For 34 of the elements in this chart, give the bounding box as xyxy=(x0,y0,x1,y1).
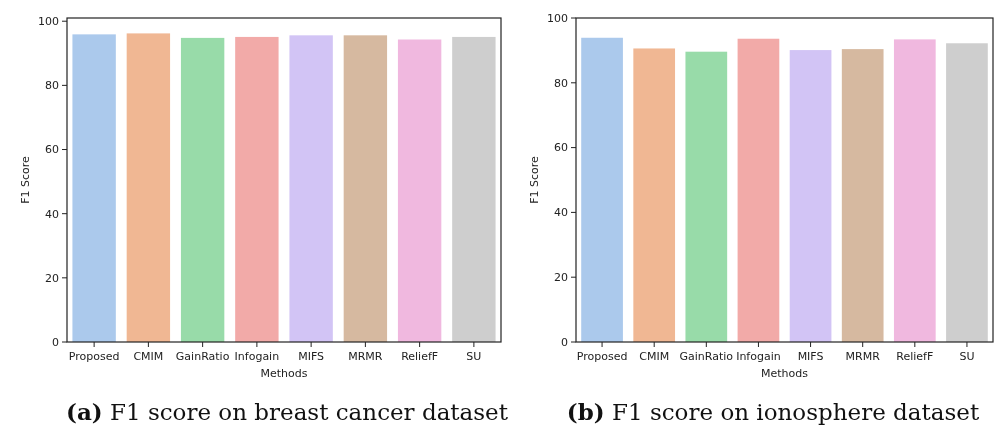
x-tick-label: MRMR xyxy=(845,350,881,363)
x-tick-label: Proposed xyxy=(68,350,120,363)
x-tick-label: ReliefF xyxy=(401,350,439,363)
y-tick-label: 20 xyxy=(45,271,59,285)
y-tick-label: 100 xyxy=(38,15,59,29)
x-tick-label: Infogain xyxy=(234,350,280,363)
text: (b) F1 score on ionosphere dataset xyxy=(566,398,980,425)
x-tick-label: GainRatio xyxy=(175,350,230,363)
y-tick-label: 80 xyxy=(554,76,568,90)
y-tick-label: 60 xyxy=(45,143,59,157)
x-tick-label: MIFS xyxy=(298,350,325,363)
y-tick-label: 0 xyxy=(561,335,568,349)
x-tick-label: SU xyxy=(959,350,975,363)
x-tick-label: GainRatio xyxy=(679,350,734,363)
y-tick-label: 40 xyxy=(554,206,568,220)
x-tick-label: Proposed xyxy=(576,350,628,363)
x-tick-label: SU xyxy=(466,350,482,363)
x-tick-label: ReliefF xyxy=(896,350,934,363)
y-tick-label: 60 xyxy=(554,141,568,155)
y-tick-label: 20 xyxy=(554,271,568,285)
y-tick-label: 100 xyxy=(547,11,568,25)
text: (a) F1 score on breast cancer dataset xyxy=(66,398,509,425)
y-tick-label: 40 xyxy=(45,207,59,221)
y-tick-label: 80 xyxy=(45,79,59,93)
x-axis-title: Methods xyxy=(761,367,809,380)
y-axis-title: F1 Score xyxy=(19,155,32,204)
x-tick-label: CMIM xyxy=(639,350,670,363)
x-tick-label: MIFS xyxy=(797,350,824,363)
x-tick-label: Infogain xyxy=(736,350,781,363)
x-tick-label: MRMR xyxy=(348,350,383,363)
x-axis-title: Methods xyxy=(260,367,308,380)
x-tick-label: CMIM xyxy=(133,350,164,363)
y-axis-title: F1 Score xyxy=(528,155,541,204)
y-tick-label: 0 xyxy=(52,335,59,349)
